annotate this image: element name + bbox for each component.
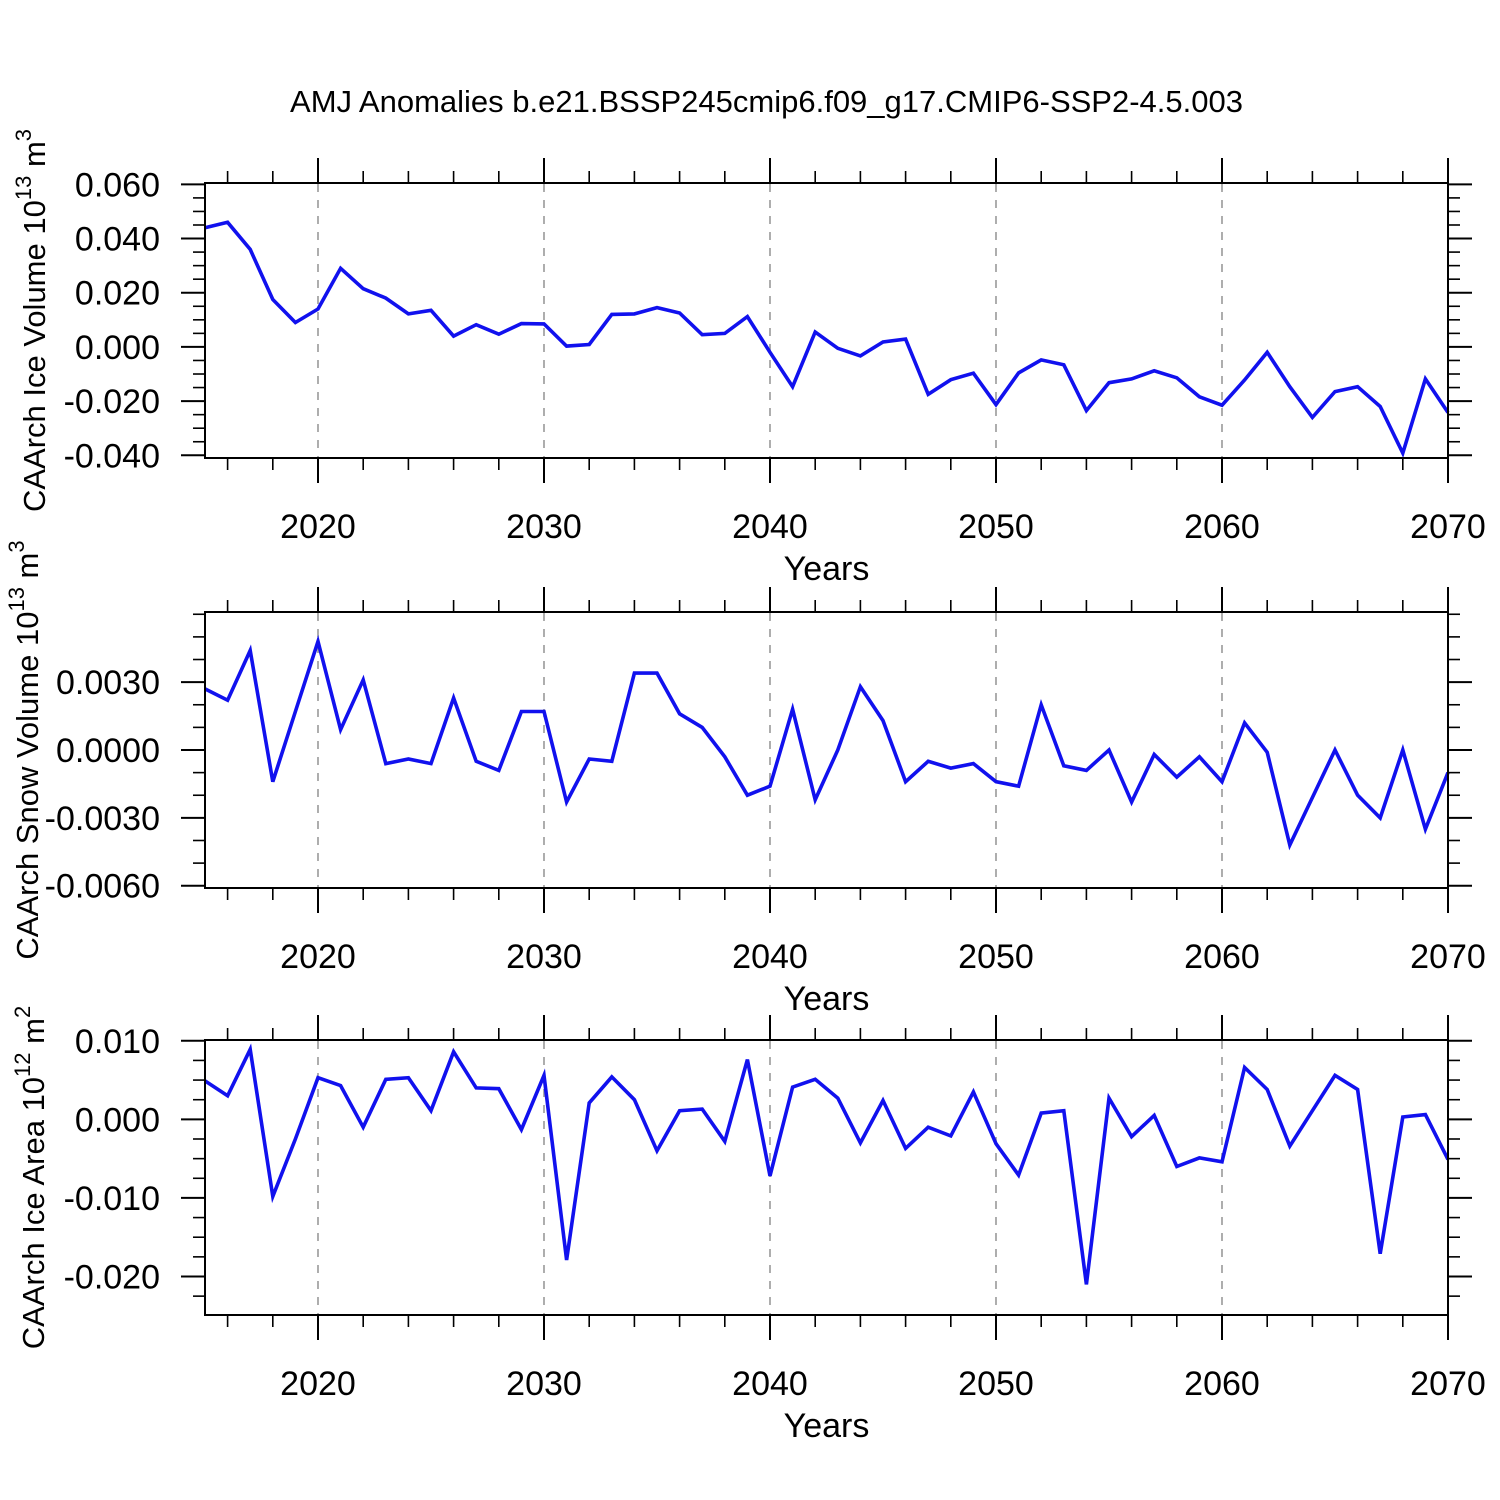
x-tick-label: 2030 <box>506 938 582 976</box>
y-tick-label: 0.010 <box>75 1023 160 1061</box>
ice-volume-xlabel: Years <box>784 550 870 588</box>
y-tick-label: -0.020 <box>64 383 160 421</box>
ice-area-frame <box>204 1039 1449 1316</box>
figure-title: AMJ Anomalies b.e21.BSSP245cmip6.f09_g17… <box>290 84 1243 119</box>
x-tick-label: 2070 <box>1410 938 1486 976</box>
snow-volume-ylabel: CAArch Snow Volume 1013 m3 <box>4 540 45 959</box>
x-tick-label: 2060 <box>1184 1365 1260 1403</box>
y-tick-label: 0.0030 <box>56 664 160 702</box>
y-tick-label: -0.0030 <box>45 800 160 838</box>
x-tick-label: 2050 <box>958 508 1034 546</box>
y-tick-label: -0.010 <box>64 1180 160 1218</box>
y-tick-label: 0.020 <box>75 275 160 313</box>
y-tick-label: 0.000 <box>75 329 160 367</box>
ice-volume-ylabel: CAArch Ice Volume 1013 m3 <box>11 129 52 512</box>
snow-volume-line <box>204 634 1450 851</box>
x-tick-label: 2060 <box>1184 938 1260 976</box>
y-tick-label: 0.060 <box>75 166 160 204</box>
ice-area-line <box>204 1043 1450 1285</box>
ice-volume-line <box>204 220 1450 459</box>
x-tick-label: 2050 <box>958 938 1034 976</box>
y-tick-label: 0.040 <box>75 221 160 259</box>
ice-volume-panel: 2020 2030 2040 2050 2060 2070 Years 0.060 0.040 0… <box>11 129 1486 588</box>
x-tick-label: 2040 <box>732 938 808 976</box>
x-tick-label: 2020 <box>280 938 356 976</box>
snow-volume-frame <box>204 611 1449 889</box>
ice-area-ylabel: CAArch Ice Area 1012 m2 <box>10 1006 51 1349</box>
x-tick-label: 2070 <box>1410 1365 1486 1403</box>
snow-volume-xlabel: Years <box>784 980 870 1018</box>
x-tick-label: 2030 <box>506 1365 582 1403</box>
y-tick-label: 0.000 <box>75 1101 160 1139</box>
x-tick-label: 2040 <box>732 1365 808 1403</box>
x-tick-label: 2070 <box>1410 508 1486 546</box>
y-tick-label: -0.040 <box>64 437 160 475</box>
x-tick-label: 2040 <box>732 508 808 546</box>
x-tick-label: 2020 <box>280 1365 356 1403</box>
ice-area-panel: 2020 2030 2040 2050 2060 2070 Years 0.010 0.000 -… <box>10 1006 1486 1445</box>
x-tick-label: 2030 <box>506 508 582 546</box>
ice-volume-frame <box>204 182 1449 459</box>
y-tick-label: -0.020 <box>64 1259 160 1297</box>
snow-volume-panel: 2020 2030 2040 2050 2060 2070 Years 0.0030 0.000… <box>4 540 1486 1018</box>
ice-area-xlabel: Years <box>784 1407 870 1445</box>
x-tick-label: 2020 <box>280 508 356 546</box>
x-tick-label: 2050 <box>958 1365 1034 1403</box>
y-tick-label: 0.0000 <box>56 732 160 770</box>
x-tick-label: 2060 <box>1184 508 1260 546</box>
y-tick-label: -0.0060 <box>45 868 160 906</box>
